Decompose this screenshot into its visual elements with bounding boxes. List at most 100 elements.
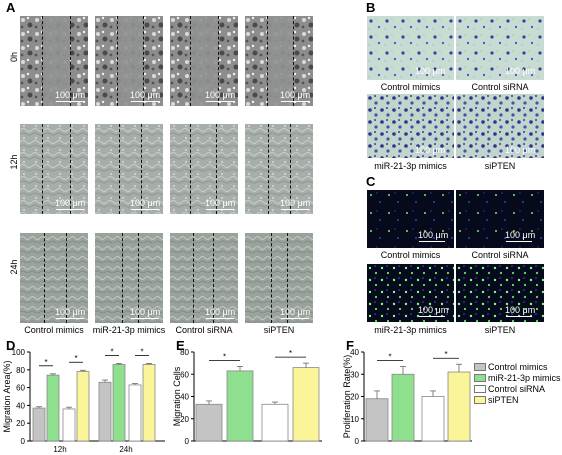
column-label-control-mimics: Control mimics — [24, 325, 84, 335]
legend-swatch — [474, 385, 486, 393]
micrograph-12h-control-sirna — [170, 124, 238, 214]
scale-bar — [131, 318, 159, 319]
micrograph-12h-control-mimics — [20, 124, 88, 214]
scale-bar-label: 100 μm — [505, 230, 536, 240]
column-label-control-sirna: Control siRNA — [175, 325, 233, 335]
fluorescence-mir21-mimics — [367, 264, 454, 322]
micrograph-0h-sipten — [245, 16, 313, 106]
wound-edge — [70, 124, 71, 214]
scale-bar — [419, 241, 445, 242]
x-tick-label: 24h — [119, 445, 132, 454]
scale-bar — [281, 101, 309, 102]
scale-bar — [131, 209, 159, 210]
wound-edge — [193, 233, 194, 323]
scale-bar-label: 100 μm — [505, 145, 536, 155]
transwell-mir21-mimics — [367, 94, 454, 158]
chart-migration-cells: 0 20 40 60 80 Migration Cells * * — [172, 348, 322, 446]
scale-bar — [56, 318, 84, 319]
scale-bar-label: 100 μm — [205, 198, 236, 208]
wound-edge — [190, 124, 191, 214]
bar — [62, 408, 76, 442]
bar — [195, 403, 223, 442]
y-tick-label: 100 — [12, 348, 26, 357]
wound-edge — [267, 16, 268, 106]
scale-bar-label: 100 μm — [418, 305, 449, 315]
wound-edge — [216, 124, 217, 214]
y-tick-label: 80 — [180, 348, 189, 357]
scale-bar-label: 100 μm — [280, 198, 311, 208]
label-control-mimics: Control mimics — [380, 250, 441, 260]
scale-bar — [281, 318, 309, 319]
y-tick-label: 20 — [16, 419, 25, 428]
scale-bar-label: 100 μm — [130, 90, 161, 100]
legend-swatch — [474, 363, 486, 371]
micrograph-24h-control-sirna — [170, 233, 238, 323]
wound-edge — [42, 16, 43, 106]
y-tick-label: 80 — [16, 366, 25, 375]
significance-star: * — [223, 352, 226, 361]
row-label-24h: 24h — [9, 259, 19, 275]
scale-bar — [506, 241, 532, 242]
scale-bar-label: 100 μm — [415, 66, 446, 76]
y-tick-label: 40 — [350, 348, 359, 357]
wound-edge — [138, 233, 139, 323]
transwell-sipten — [456, 94, 544, 158]
significance-star: * — [444, 350, 447, 359]
panel-letter-e: E — [176, 338, 185, 353]
bar — [76, 371, 90, 442]
wound-edge — [42, 124, 43, 214]
wound-edge — [218, 16, 219, 106]
micrograph-0h-control-mimics — [20, 16, 88, 106]
wound-edge — [143, 16, 144, 106]
legend-swatch — [474, 396, 486, 404]
micrograph-12h-mir21-mimics — [95, 124, 163, 214]
y-tick-label: 60 — [180, 370, 189, 379]
y-tick-label: 40 — [180, 393, 189, 402]
label-sipten: siPTEN — [484, 161, 516, 171]
y-tick-label: 0 — [185, 437, 190, 446]
scale-bar-label: 100 μm — [55, 90, 86, 100]
scale-bar-label: 100 μm — [418, 230, 449, 240]
transwell-control-sirna — [456, 16, 544, 80]
y-tick-label: 10 — [350, 415, 359, 424]
bar — [365, 398, 389, 442]
panel-letter-f: F — [346, 338, 354, 353]
label-control-sirna: Control siRNA — [471, 82, 529, 92]
significance-star: * — [289, 349, 292, 358]
bar — [292, 367, 320, 442]
legend-label: siPTEN — [488, 395, 519, 405]
bar — [46, 374, 60, 442]
scale-bar — [206, 318, 234, 319]
scale-bar-label: 100 μm — [280, 90, 311, 100]
y-axis-label: Migration Cells — [172, 366, 182, 426]
scale-bar-label: 100 μm — [55, 307, 86, 317]
wound-edge — [287, 233, 288, 323]
scale-bar-label: 100 μm — [130, 198, 161, 208]
y-tick-label: 20 — [180, 415, 189, 424]
scale-bar — [56, 101, 84, 102]
significance-star: * — [110, 347, 113, 356]
label-mir21-mimics: miR-21-3p mimics — [374, 161, 447, 171]
bar — [142, 364, 156, 442]
scale-bar-label: 100 μm — [280, 307, 311, 317]
y-axis-label: Migration Area(%) — [2, 360, 12, 432]
scale-bar-label: 100 μm — [205, 90, 236, 100]
wound-edge — [141, 124, 142, 214]
x-tick-label: 12h — [53, 445, 66, 454]
row-label-12h: 12h — [9, 154, 19, 170]
significance-star: * — [44, 358, 47, 367]
legend-item-mir21-mimics: miR-21-3p mimics — [474, 373, 561, 383]
wound-edge — [213, 233, 214, 323]
panel-letter-b: B — [366, 0, 376, 15]
y-tick-label: 0 — [355, 437, 360, 446]
wound-edge — [44, 233, 45, 323]
scale-bar-label: 100 μm — [505, 66, 536, 76]
y-tick-label: 30 — [350, 370, 359, 379]
transwell-control-mimics — [367, 16, 454, 80]
legend-item-control-mimics: Control mimics — [474, 362, 548, 372]
micrograph-24h-mir21-mimics — [95, 233, 163, 323]
scale-bar — [206, 101, 234, 102]
panel-letter-c: C — [366, 174, 376, 189]
scale-bar-label: 100 μm — [205, 307, 236, 317]
scale-bar-label: 100 μm — [505, 305, 536, 315]
